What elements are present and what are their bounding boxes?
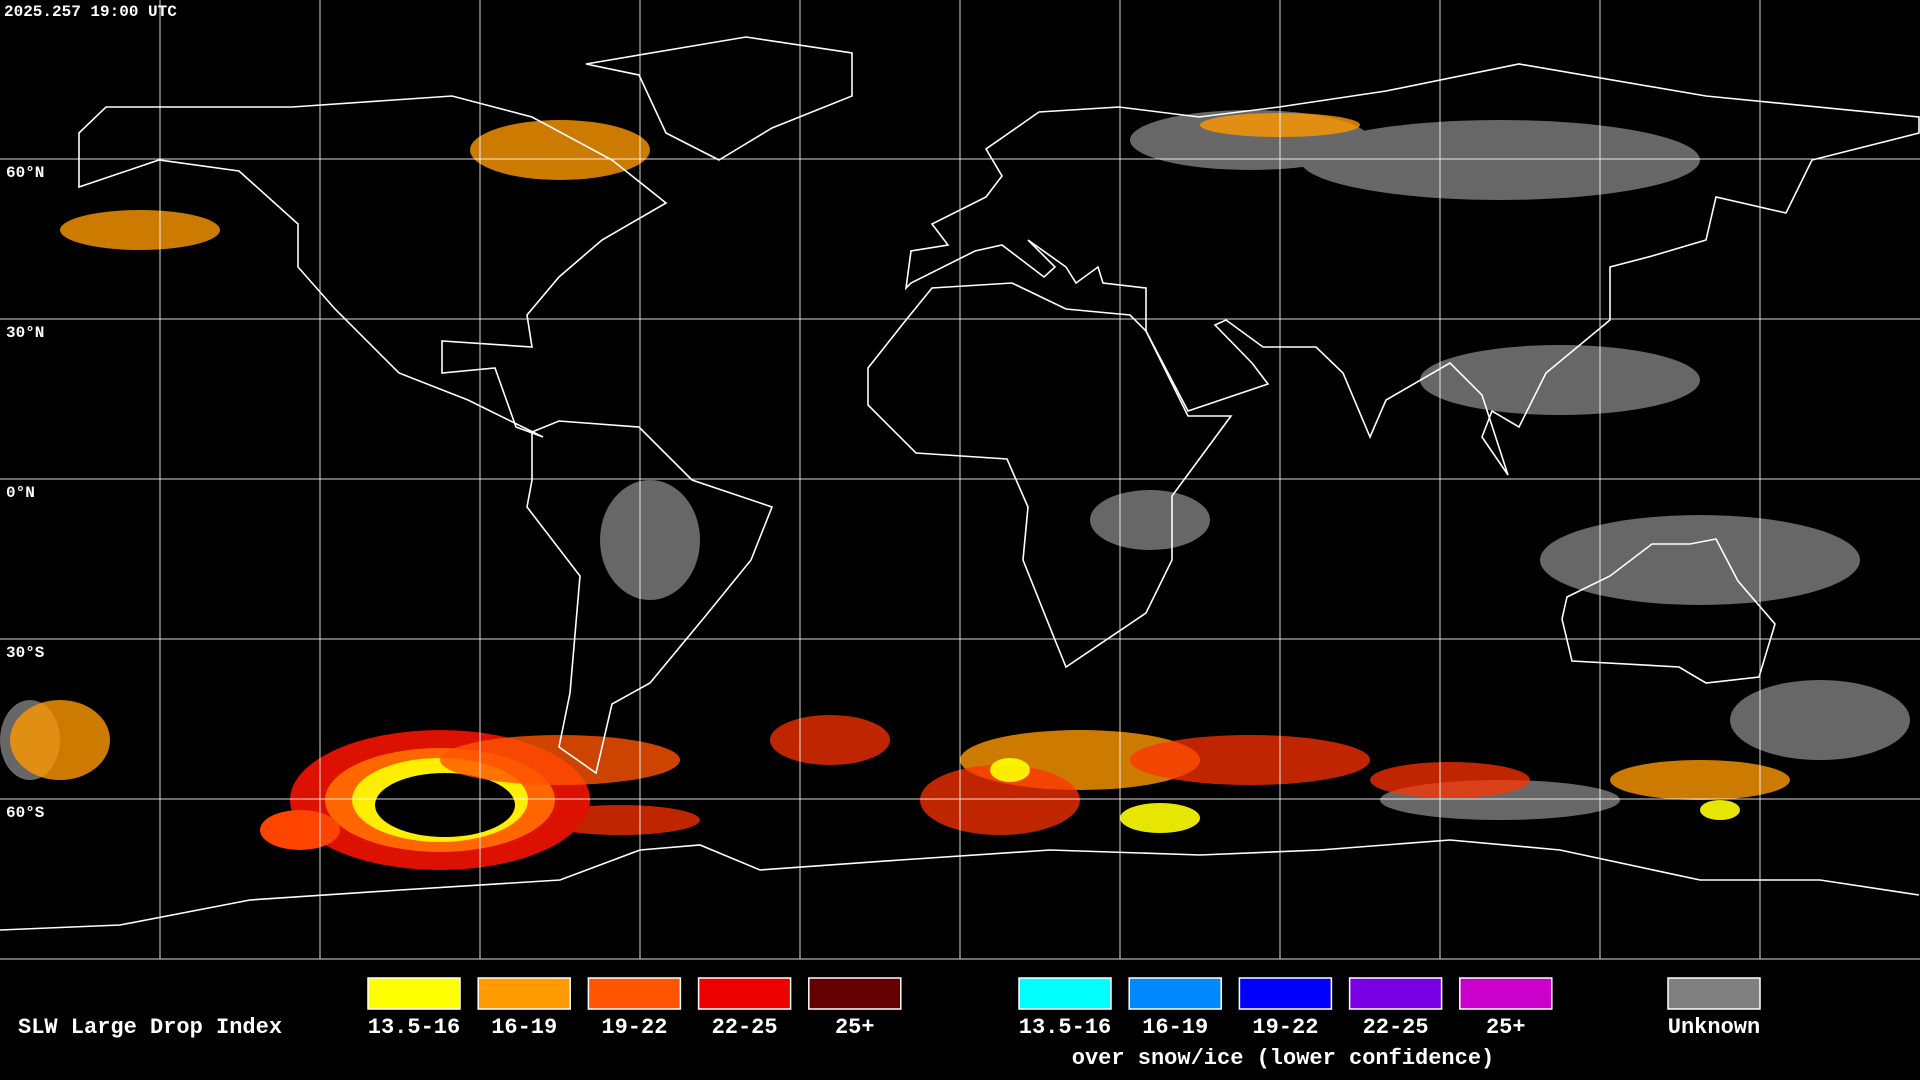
legend-swatch (477, 977, 571, 1010)
legend-label: 25+ (1486, 1015, 1526, 1040)
legend-label: 22-25 (712, 1015, 778, 1040)
graticule: 60°N 30°N 0°N 30°S 60°S (0, 0, 1920, 959)
north-america (78, 95, 668, 438)
coastlines (0, 36, 1920, 931)
south-america (526, 420, 774, 775)
legend-label: 19-22 (601, 1015, 667, 1040)
legend-swatch (1459, 977, 1553, 1010)
legend-swatch (1348, 977, 1443, 1010)
latitude-label: 0°N (6, 484, 35, 502)
snow-note: over snow/ice (lower confidence) (1072, 1046, 1494, 1071)
legend-label: Unknown (1668, 1015, 1760, 1040)
cloud-field (0, 110, 1910, 870)
legend-swatch (1238, 977, 1333, 1010)
legend-swatch (367, 977, 461, 1010)
legend-swatch (697, 977, 792, 1010)
legend-swatch (1128, 977, 1222, 1010)
legend-label: 25+ (835, 1015, 875, 1040)
latitude-label: 60°N (6, 164, 44, 182)
storm (260, 730, 680, 870)
legend-panel (0, 959, 1920, 1080)
legend-swatch (1667, 977, 1761, 1010)
africa (867, 282, 1233, 669)
timestamp: 2025.257 19:00 UTC (4, 3, 177, 21)
legend-label: 13.5-16 (368, 1015, 460, 1040)
australia (1561, 538, 1776, 684)
legend-label: 16-19 (491, 1015, 557, 1040)
legend-swatch (808, 977, 902, 1010)
latitude-label: 30°S (6, 644, 45, 662)
latitude-label: 30°N (6, 324, 44, 342)
greenland (585, 36, 853, 161)
antarctica (0, 839, 1920, 931)
legend-swatch (587, 977, 682, 1010)
legend-label: 13.5-16 (1019, 1015, 1111, 1040)
legend-swatch (1018, 977, 1112, 1010)
legend-label: 19-22 (1252, 1015, 1318, 1040)
legend: 13.5-16 16-19 19-22 22-25 25+ 13.5-16 16-19 19-… (367, 977, 1761, 1040)
legend-label: 22-25 (1363, 1015, 1429, 1040)
latitude-label: 60°S (6, 804, 45, 822)
legend-label: 16-19 (1142, 1015, 1208, 1040)
eurasia (904, 63, 1920, 476)
legend-title: SLW Large Drop Index (18, 1015, 282, 1040)
